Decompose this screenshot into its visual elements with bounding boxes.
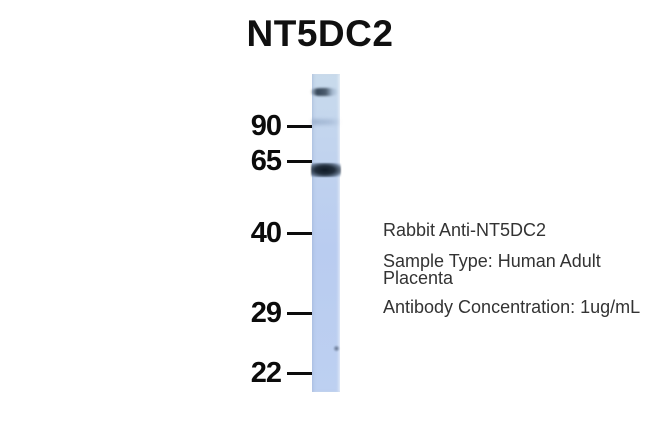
annotation-block: Rabbit Anti-NT5DC2 Sample Type: Human Ad… bbox=[383, 220, 641, 317]
mw-label-65: 65 bbox=[250, 145, 282, 177]
mw-label-29: 29 bbox=[250, 297, 282, 329]
sample-type: Sample Type: Human Adult Placenta bbox=[383, 251, 640, 288]
mw-label-22: 22 bbox=[250, 357, 282, 389]
sample-type-line2: Placenta bbox=[383, 268, 454, 288]
mw-label-90: 90 bbox=[250, 110, 282, 142]
antibody-name: Rabbit Anti-NT5DC2 bbox=[383, 220, 547, 240]
band-90kda-faint bbox=[312, 119, 340, 125]
figure-title: NT5DC2 bbox=[246, 13, 394, 54]
mw-tick-40 bbox=[287, 231, 312, 235]
band-high-mw bbox=[311, 88, 338, 96]
mw-marker-29: 29 bbox=[229, 296, 312, 330]
mw-tick-22 bbox=[287, 371, 312, 375]
mw-tick-29 bbox=[287, 311, 312, 315]
band-speck bbox=[333, 345, 340, 352]
mw-tick-65 bbox=[287, 159, 312, 163]
sample-type-line1: Sample Type: Human Adult bbox=[383, 251, 601, 271]
band-main-strong bbox=[311, 163, 341, 177]
mw-label-40: 40 bbox=[250, 217, 282, 249]
mw-marker-40: 40 bbox=[229, 216, 312, 250]
mw-marker-22: 22 bbox=[229, 356, 312, 390]
mw-tick-90 bbox=[287, 124, 312, 128]
mw-marker-65: 65 bbox=[229, 144, 312, 178]
antibody-concentration: Antibody Concentration: 1ug/mL bbox=[383, 297, 641, 317]
mw-marker-90: 90 bbox=[229, 109, 312, 143]
gel-lane bbox=[311, 74, 341, 392]
